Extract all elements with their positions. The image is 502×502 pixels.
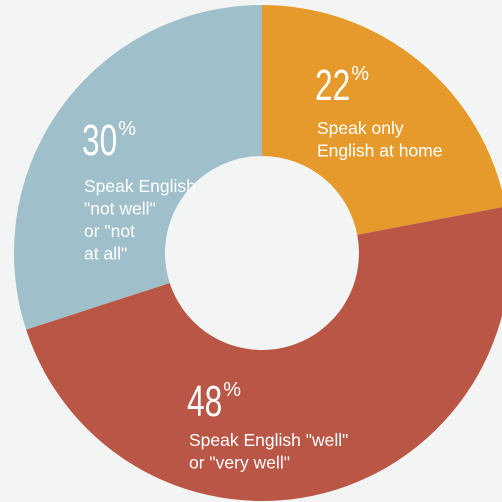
slice-label: "not well" (84, 199, 156, 219)
value-label: 30 (82, 116, 117, 165)
donut-slice (26, 207, 502, 501)
slice-label: or "not (84, 221, 135, 241)
slice-label: Speak English (84, 176, 196, 196)
slice-label: at all" (84, 244, 127, 264)
value-label: 48 (187, 377, 222, 426)
donut-slice (13, 5, 262, 330)
slice-label: English at home (317, 141, 443, 161)
donut-slice (262, 5, 502, 235)
slice-label: Speak only (317, 118, 404, 138)
slice-label: or "very well" (189, 453, 290, 473)
value-unit: % (118, 118, 136, 140)
value-label: 22 (315, 61, 350, 110)
value-unit: % (351, 63, 369, 85)
slice-label: Speak English "well" (189, 430, 348, 450)
value-unit: % (223, 379, 241, 401)
